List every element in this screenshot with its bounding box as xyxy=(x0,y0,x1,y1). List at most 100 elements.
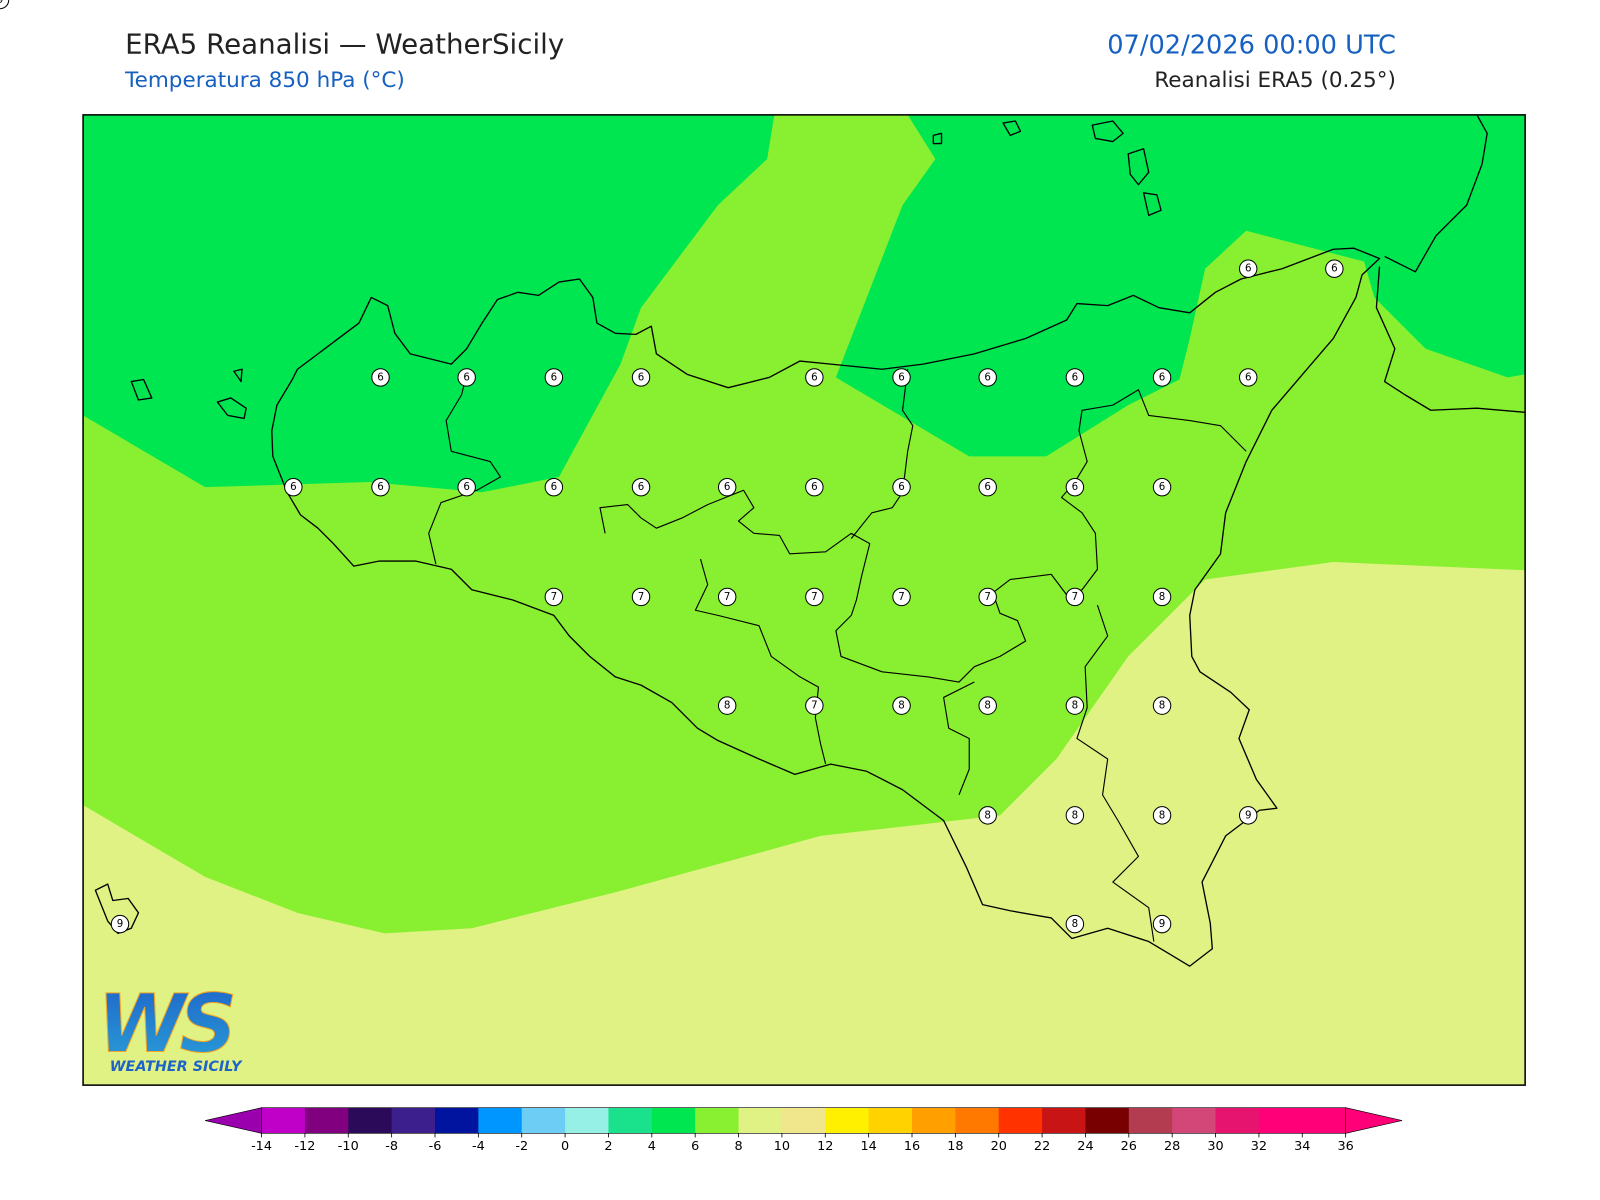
colorbar-segment xyxy=(1215,1107,1260,1134)
colorbar-tick-label: 0 xyxy=(561,1139,569,1154)
station-marker xyxy=(978,587,997,607)
station-marker xyxy=(1152,914,1172,934)
colorbar-segment xyxy=(695,1107,740,1134)
station-marker xyxy=(717,587,737,607)
station-value: 8 xyxy=(1159,809,1166,821)
station-value: 6 xyxy=(1331,263,1338,275)
colorbar-tick-label: 34 xyxy=(1294,1139,1310,1154)
station-value: 8 xyxy=(1159,591,1166,603)
station-value: 7 xyxy=(898,591,905,603)
colorbar-outline xyxy=(261,1107,1346,1134)
station-value: 6 xyxy=(898,371,905,383)
colorbar-segment xyxy=(738,1107,783,1134)
colorbar-segment xyxy=(912,1107,956,1134)
station-value: 6 xyxy=(724,481,731,493)
station-marker xyxy=(717,477,737,497)
station-marker xyxy=(805,368,824,387)
colorbar-segment xyxy=(608,1107,653,1134)
station-marker xyxy=(110,914,130,934)
colorbar-segment xyxy=(348,1107,393,1134)
colorbar-segment xyxy=(304,1107,349,1134)
station-value: 6 xyxy=(1159,481,1166,493)
colorbar-tick-label: 4 xyxy=(648,1139,656,1154)
province-borders xyxy=(428,369,1247,942)
station-marker xyxy=(892,696,911,715)
station-marker xyxy=(457,477,476,497)
station-value: 9 xyxy=(117,918,124,930)
colorbar-tick-label: 36 xyxy=(1337,1139,1353,1154)
station-value: 7 xyxy=(724,591,731,603)
station-value: 8 xyxy=(898,700,905,712)
station-value: 6 xyxy=(1245,263,1252,275)
station-marker xyxy=(1238,368,1258,387)
colorbar-segment xyxy=(521,1107,566,1134)
colorbar-segment xyxy=(1042,1107,1086,1134)
station-marker xyxy=(892,587,911,607)
station-value: 6 xyxy=(638,371,645,383)
colorbar-segment xyxy=(868,1107,913,1134)
temperature-field xyxy=(83,114,1526,1086)
logo-caption: WEATHER SICILY xyxy=(110,1059,243,1075)
station-marker xyxy=(978,368,997,387)
station-marker xyxy=(1152,587,1172,607)
station-value: 6 xyxy=(551,371,558,383)
station-marker xyxy=(805,477,824,497)
colorbar-tick-label: 10 xyxy=(774,1139,790,1154)
station-value: 6 xyxy=(1072,481,1079,493)
station-value: 6 xyxy=(1072,371,1079,383)
colorbar: -14 -12 -10 -8 -6 -4 -2 0 2 4 6 8 10 12 14 16 18 20 22 24 26… xyxy=(205,1107,1403,1154)
station-marker xyxy=(1065,368,1085,387)
station-marker xyxy=(631,477,651,497)
station-marker xyxy=(1152,806,1172,825)
colorbar-segment xyxy=(955,1107,1000,1134)
colorbar-tick-label: -4 xyxy=(472,1139,485,1154)
colorbar-tick-label: -6 xyxy=(429,1139,442,1154)
station-marker xyxy=(805,696,824,715)
station-value: 6 xyxy=(1245,371,1252,383)
station-value: 7 xyxy=(811,591,818,603)
field-8-10 xyxy=(83,562,1526,1086)
colorbar-segment xyxy=(565,1107,609,1134)
colorbar-tick-label: 2 xyxy=(604,1139,612,1154)
station-marker xyxy=(1238,806,1258,825)
colorbar-tick-label: 16 xyxy=(904,1139,920,1154)
station-marker xyxy=(0,0,10,10)
station-marker xyxy=(631,368,651,387)
colorbar-tick-label: 30 xyxy=(1207,1139,1223,1154)
colorbar-tick-label: 6 xyxy=(691,1139,699,1154)
station-value: 8 xyxy=(1072,918,1079,930)
station-labels: 6 6 6 6 6 6 6 6 6 6 6 6 6 6 6 6 6 6 6 6 6 6 6 7 7 7 7 7 7 7 8 8 7 8 8 8 8 8 8 8… xyxy=(0,0,1344,934)
colorbar-tick-label: 18 xyxy=(947,1139,963,1154)
map-frame xyxy=(82,114,1526,1086)
station-value: 7 xyxy=(1072,591,1079,603)
station-value: 7 xyxy=(638,591,645,603)
islands xyxy=(94,114,1526,934)
logo-mark: WS xyxy=(97,977,233,1070)
station-marker xyxy=(631,587,651,607)
station-value: 8 xyxy=(1072,700,1079,712)
colorbar-segment xyxy=(651,1107,696,1134)
station-marker xyxy=(1238,259,1258,278)
station-marker xyxy=(1065,587,1085,607)
station-marker xyxy=(1065,914,1085,934)
station-marker xyxy=(371,477,390,497)
station-marker xyxy=(892,477,911,497)
colorbar-tick-label: -14 xyxy=(251,1139,272,1154)
station-marker xyxy=(457,368,476,387)
sicily-coast xyxy=(271,247,1381,967)
colorbar-tick-label: -8 xyxy=(385,1139,398,1154)
colorbar-segment xyxy=(1085,1107,1130,1134)
station-marker xyxy=(544,368,564,387)
station-marker xyxy=(544,587,564,607)
colorbar-segment xyxy=(1128,1107,1173,1134)
station-value: 6 xyxy=(638,481,645,493)
station-value: 8 xyxy=(1072,809,1079,821)
colorbar-tick-label: 12 xyxy=(817,1139,833,1154)
station-value: 6 xyxy=(984,481,991,493)
station-value: 6 xyxy=(463,371,470,383)
colorbar-segment xyxy=(1302,1107,1347,1134)
colorbar-segment xyxy=(261,1107,306,1134)
station-marker xyxy=(1152,477,1172,497)
